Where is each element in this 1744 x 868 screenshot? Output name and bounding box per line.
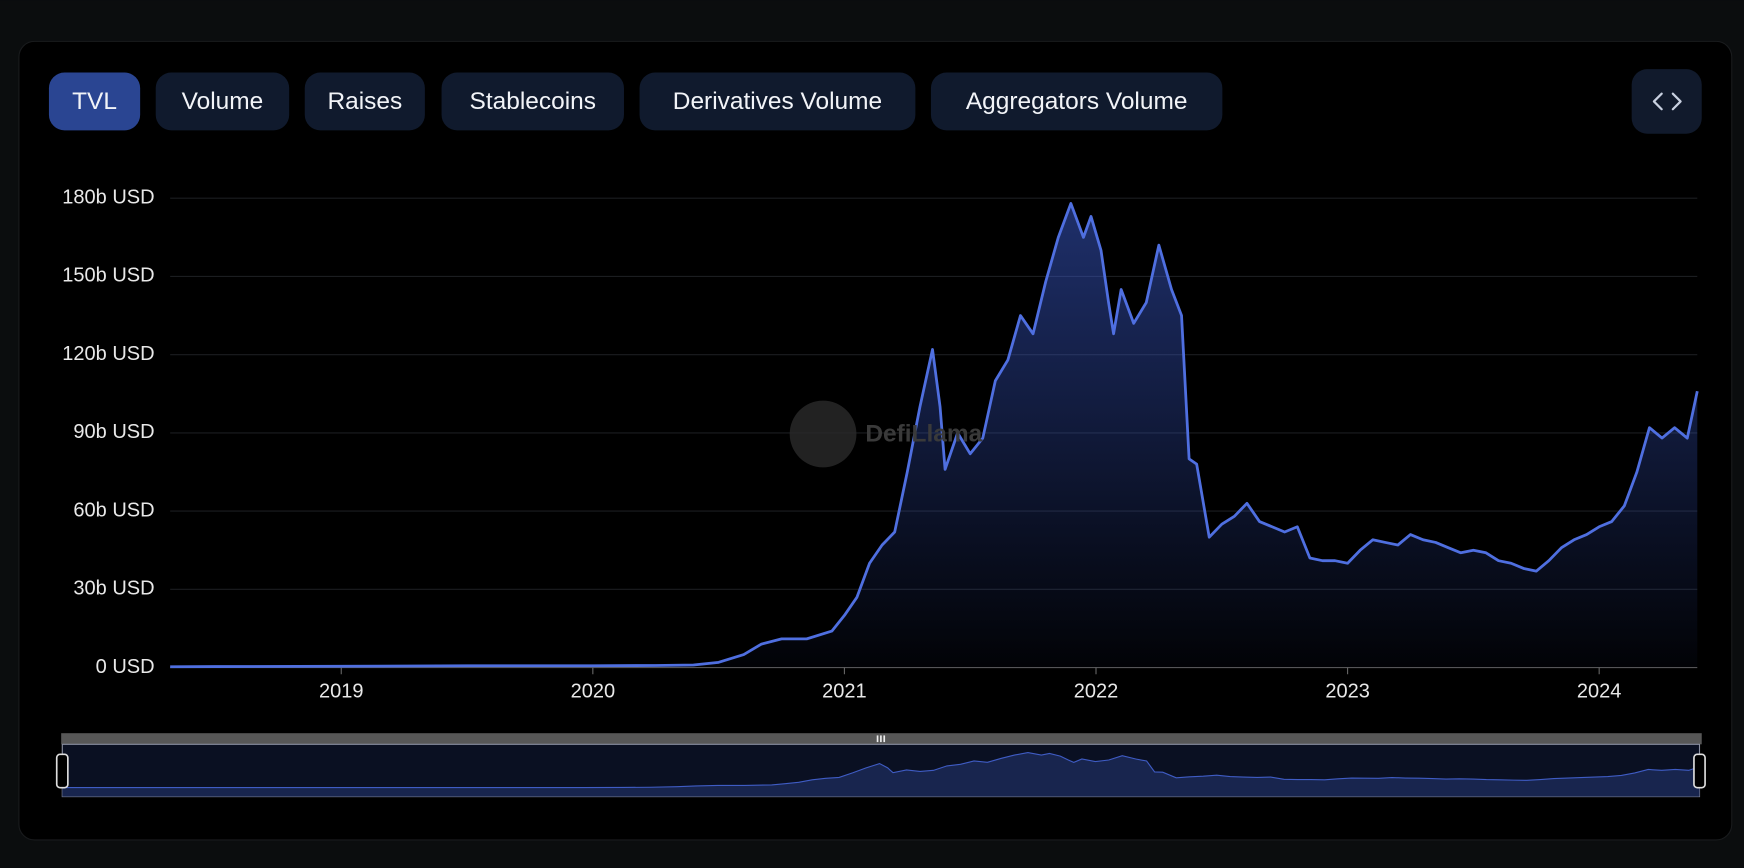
watermark-logo: [789, 400, 857, 468]
x-tick-label: 2021: [822, 680, 867, 702]
y-tick-label: 60b USD: [73, 499, 154, 521]
line: [170, 202, 1699, 669]
tab[interactable]: [639, 72, 916, 131]
navigator-handle[interactable]: [55, 753, 69, 789]
y-tick-label: 120b USD: [62, 343, 154, 365]
y-tick-label: 30b USD: [73, 578, 154, 600]
navigator-area: [62, 752, 1700, 797]
tab-label[interactable]: Volume: [182, 88, 264, 115]
x-tick-label: 2020: [571, 680, 616, 702]
area: [170, 203, 1698, 668]
navigator-line: [62, 751, 1700, 789]
embed-button-bg[interactable]: [1631, 69, 1702, 134]
y-tick-label: 0 USD: [96, 656, 155, 678]
tab[interactable]: [155, 72, 290, 131]
navigator: [55, 733, 1706, 798]
embed-icon[interactable]: [1652, 92, 1682, 111]
x-tick-label: 2023: [1325, 680, 1370, 702]
tab-label[interactable]: Raises: [327, 88, 402, 115]
tab-label[interactable]: Derivatives Volume: [673, 88, 882, 115]
tab[interactable]: [930, 72, 1223, 131]
embed-button[interactable]: [1631, 69, 1702, 134]
tab[interactable]: [48, 72, 141, 131]
plot: 0 USD 30b USD 60b USD 90b USD 120b USD 150b U…: [62, 186, 1699, 702]
tab-bar: TVL Volume Raises Stablecoins Derivatives Vo…: [48, 72, 1223, 131]
navigator-handle[interactable]: [1693, 753, 1706, 789]
tab-label[interactable]: TVL: [72, 88, 117, 115]
watermark: DefiLlama: [865, 421, 982, 448]
x-tick-label: 2024: [1577, 680, 1622, 702]
y-tick-label: 90b USD: [73, 421, 154, 443]
x-tick-label: 2022: [1074, 680, 1119, 702]
tab-label[interactable]: Aggregators Volume: [966, 88, 1188, 115]
y-tick-label: 180b USD: [62, 186, 154, 208]
tab[interactable]: [441, 72, 624, 131]
y-tick-label: 150b USD: [62, 265, 154, 287]
tab[interactable]: [304, 72, 425, 131]
tab-label[interactable]: Stablecoins: [470, 88, 596, 115]
x-tick-label: 2019: [319, 680, 364, 702]
